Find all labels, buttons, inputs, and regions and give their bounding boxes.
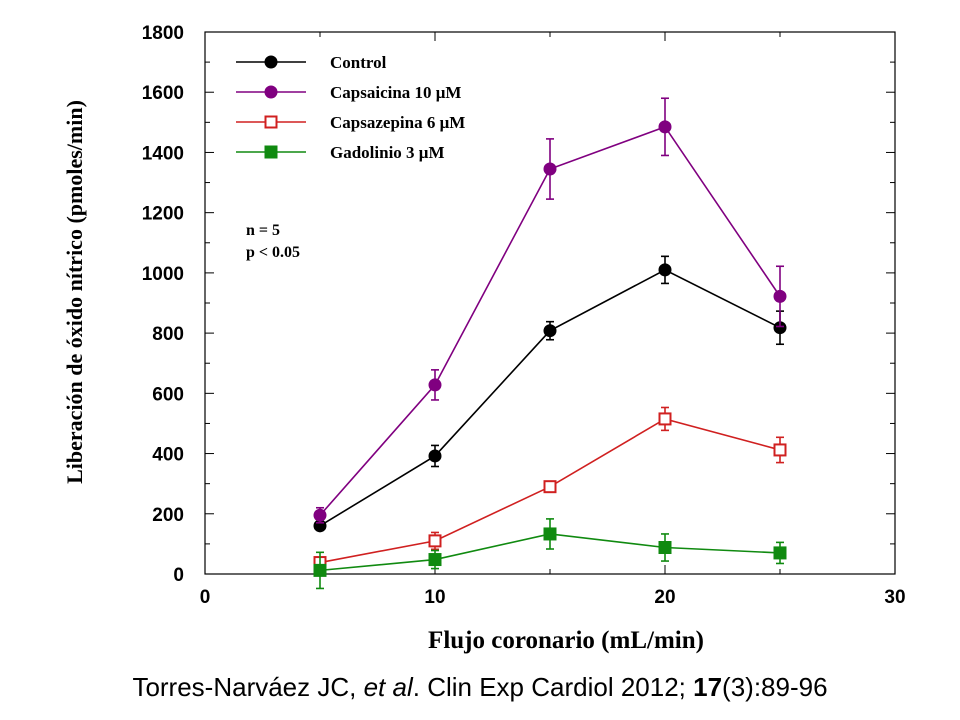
y-tick-label: 400 [152, 445, 184, 466]
data-point [658, 412, 672, 426]
annotation: p < 0.05 [246, 244, 300, 261]
legend-label: Control [330, 53, 387, 72]
data-point [658, 263, 672, 277]
legend-label: Gadolinio 3 μM [330, 143, 444, 162]
y-tick-label: 800 [152, 324, 184, 345]
x-tick-label: 0 [200, 587, 211, 608]
data-point [428, 534, 442, 548]
y-tick-label: 1000 [142, 264, 184, 285]
citation-volume: 17 [693, 672, 723, 702]
axis-ticks: 0 200 400 600 800 1000 1200 1400 1600 1800 0 10 20 30 [142, 23, 906, 608]
x-tick-label: 10 [424, 587, 445, 608]
data-point [313, 563, 327, 577]
annotations: n = 5 p < 0.05 [246, 222, 300, 261]
y-tick-label: 1200 [142, 204, 184, 225]
data-point [313, 508, 327, 522]
y-tick-label: 1400 [142, 143, 184, 164]
series-1 [313, 97, 787, 524]
citation-authors: Torres-Narváez JC, [132, 672, 364, 702]
x-tick-label: 20 [654, 587, 675, 608]
x-tick-label: 30 [884, 587, 905, 608]
series-3 [313, 518, 787, 590]
legend-label: Capsaicina 10 μM [330, 83, 461, 102]
y-tick-label: 200 [152, 505, 184, 526]
data-point [658, 541, 672, 555]
y-tick-label: 600 [152, 384, 184, 405]
data-point [428, 449, 442, 463]
data-point [773, 443, 787, 457]
legend-marker [264, 145, 278, 159]
data-point [543, 527, 557, 541]
data-point [543, 324, 557, 338]
data-point [658, 120, 672, 134]
y-tick-label: 1600 [142, 83, 184, 104]
x-axis-title: Flujo coronario (mL/min) [428, 627, 704, 654]
y-tick-label: 0 [173, 565, 184, 586]
y-tick-label: 1800 [142, 23, 184, 44]
data-point [773, 289, 787, 303]
data-point [773, 546, 787, 560]
legend: Control Capsaicina 10 μM Capsazepina 6 μM G… [236, 53, 465, 162]
citation-pages: (3):89-96 [722, 672, 828, 702]
legend-marker [264, 55, 278, 69]
citation-journal: . Clin Exp Cardiol 2012; [412, 672, 694, 702]
data-point [543, 162, 557, 176]
data-point [428, 378, 442, 392]
annotation: n = 5 [246, 222, 280, 239]
legend-marker [264, 115, 278, 129]
legend-marker [264, 85, 278, 99]
legend-label: Capsazepina 6 μM [330, 113, 465, 132]
citation: Torres-Narváez JC, et al. Clin Exp Cardi… [0, 672, 960, 703]
data-point [428, 553, 442, 567]
y-axis-title: Liberación de óxido nítrico (pmoles/min) [62, 100, 87, 484]
chart: 0 200 400 600 800 1000 1200 1400 1600 1800 0 10 20 30… [62, 23, 906, 654]
series-layer [313, 97, 787, 590]
citation-etal: et al [363, 672, 413, 702]
data-point [543, 480, 557, 494]
